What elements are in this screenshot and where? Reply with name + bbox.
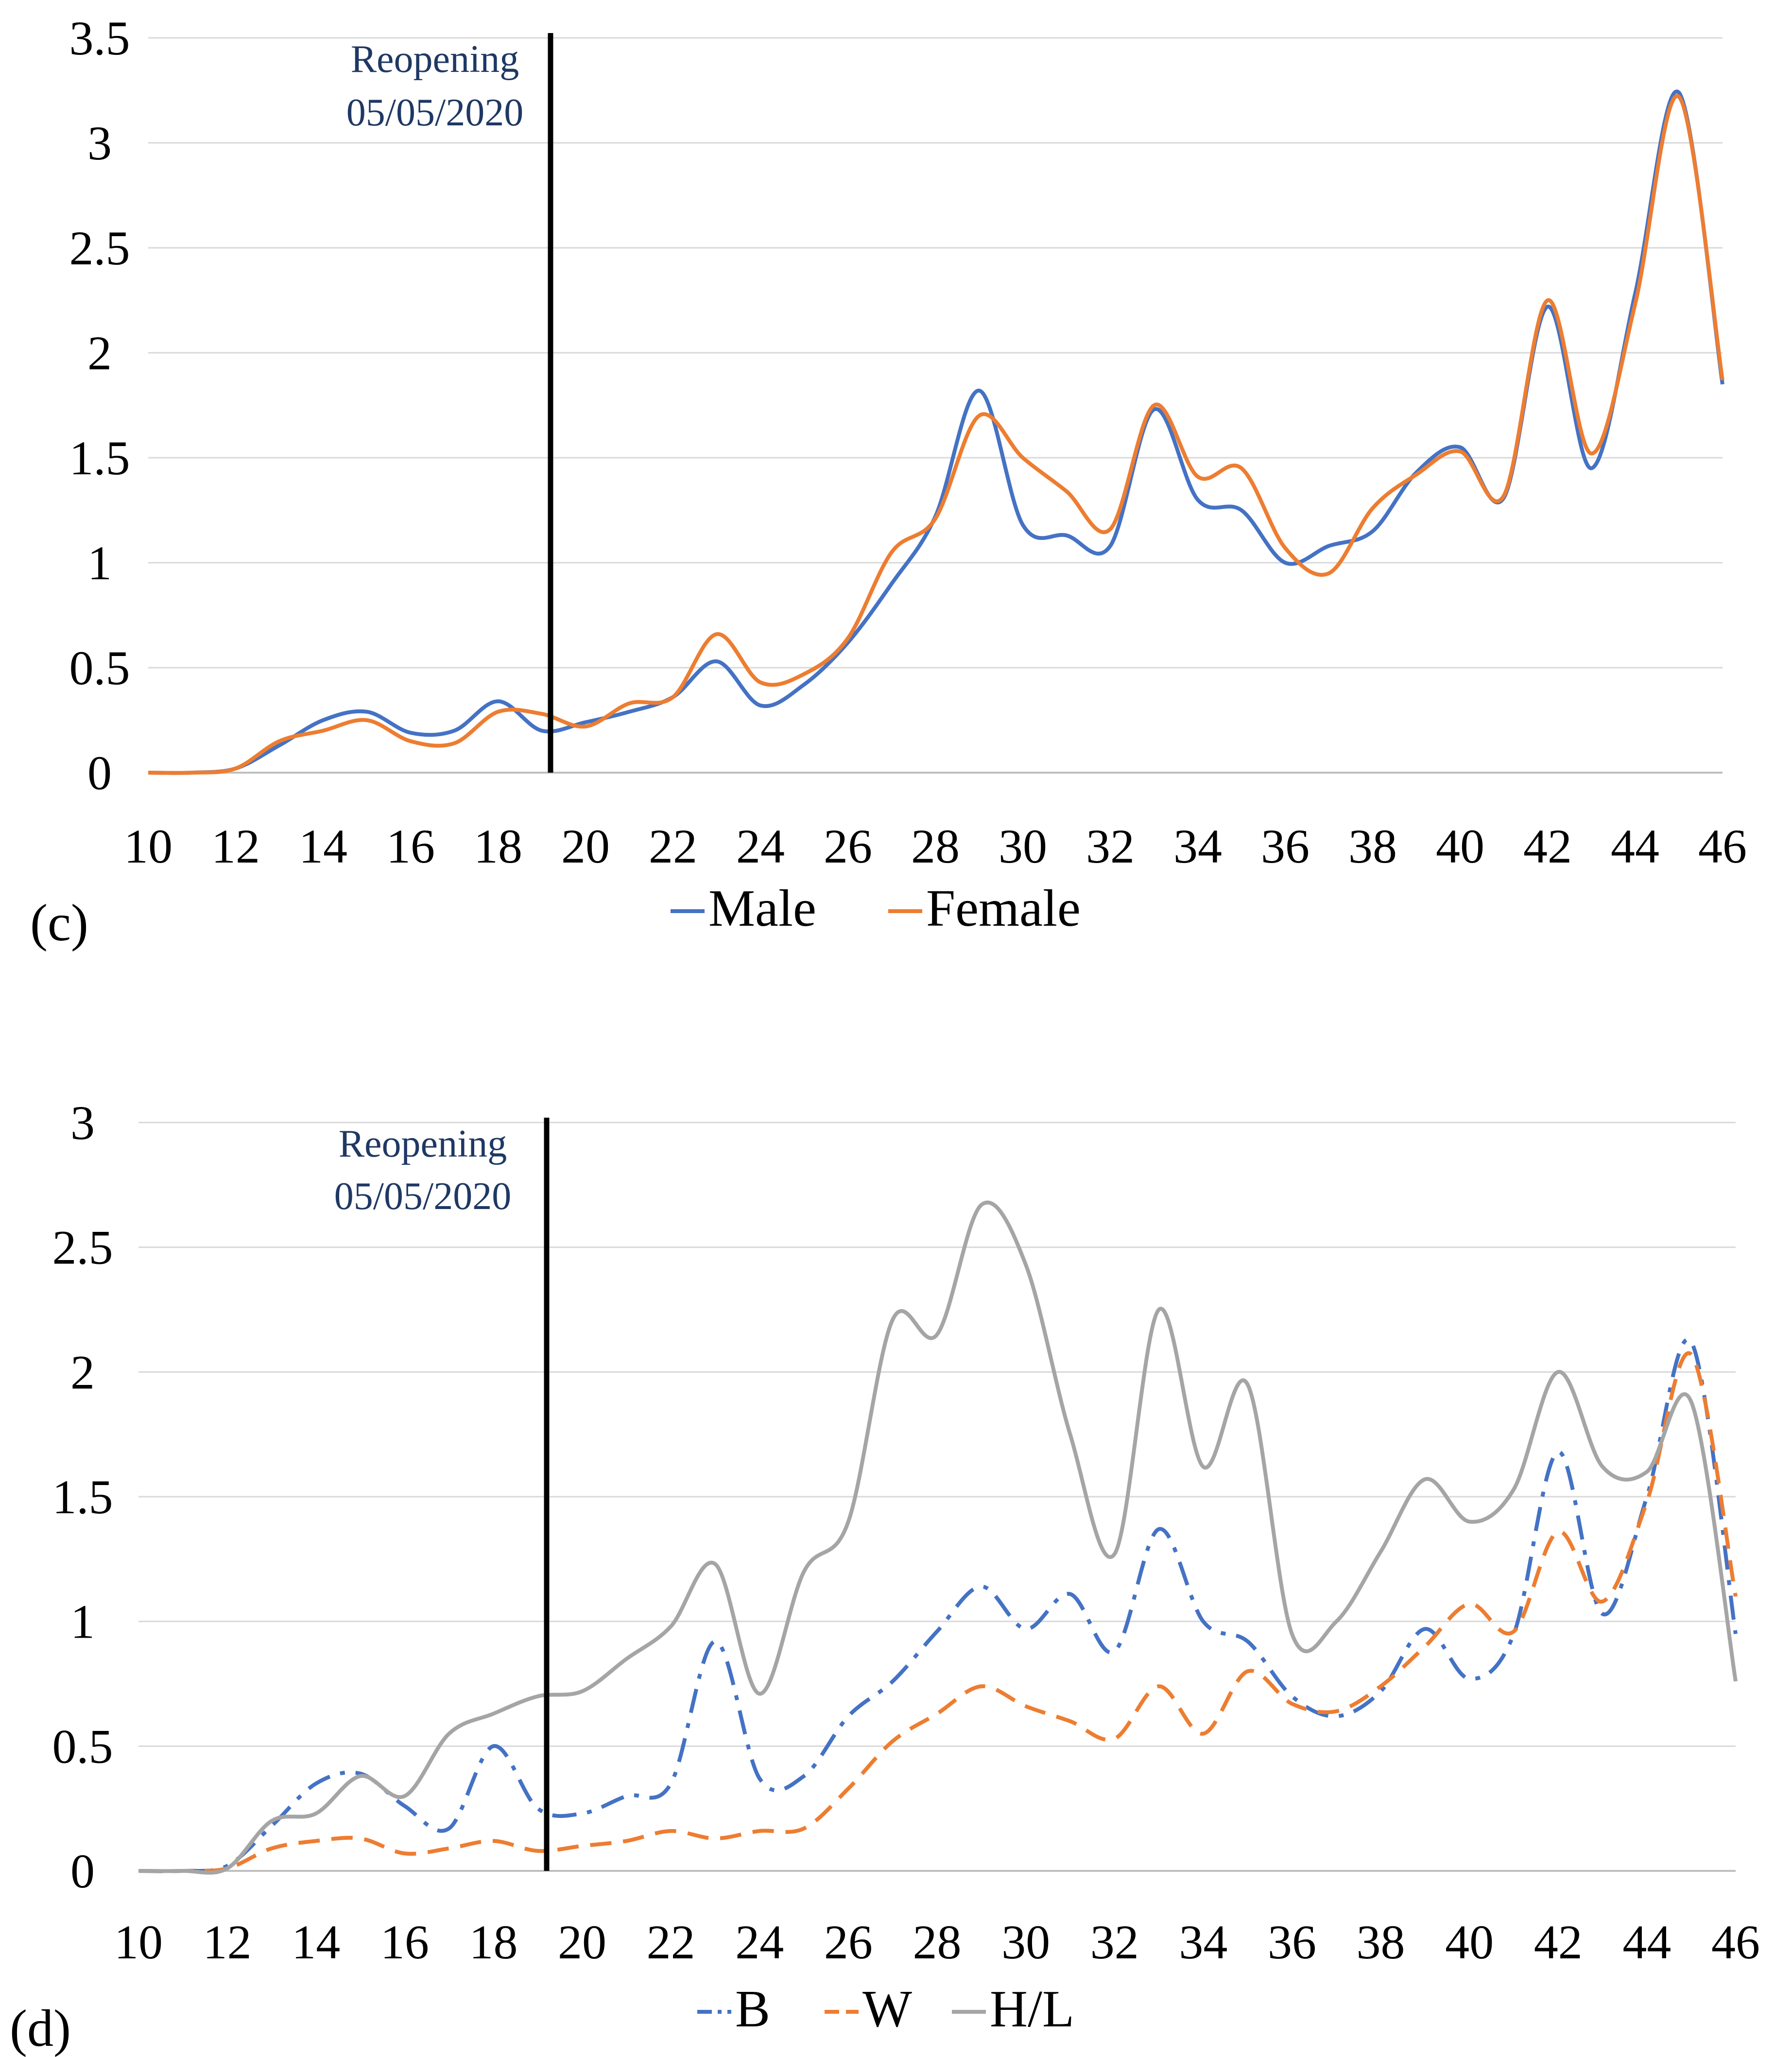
legend-label: Male bbox=[708, 880, 816, 937]
y-tick-label: 3 bbox=[87, 116, 112, 170]
annotation-label: Reopening bbox=[339, 1123, 507, 1165]
y-tick-label: 0.5 bbox=[52, 1719, 113, 1773]
annotation-label: Reopening bbox=[351, 38, 519, 81]
x-tick-label: 30 bbox=[999, 819, 1047, 873]
annotation-date: 05/05/2020 bbox=[346, 91, 523, 134]
x-tick-label: 40 bbox=[1436, 819, 1484, 873]
x-tick-label: 46 bbox=[1698, 819, 1747, 873]
x-tick-label: 16 bbox=[386, 819, 435, 873]
x-tick-label: 40 bbox=[1445, 1915, 1494, 1969]
y-tick-label: 2.5 bbox=[52, 1221, 113, 1275]
annotation-date: 05/05/2020 bbox=[334, 1175, 511, 1218]
y-tick-label: 1 bbox=[87, 536, 112, 590]
y-tick-label: 0 bbox=[70, 1844, 95, 1898]
x-tick-label: 44 bbox=[1611, 819, 1659, 873]
x-tick-label: 10 bbox=[124, 819, 172, 873]
series-line-female bbox=[148, 94, 1724, 775]
x-tick-label: 24 bbox=[735, 1915, 784, 1969]
x-tick-label: 36 bbox=[1268, 1915, 1316, 1969]
x-tick-label: 12 bbox=[211, 819, 260, 873]
x-tick-label: 38 bbox=[1357, 1915, 1405, 1969]
x-tick-label: 18 bbox=[469, 1915, 517, 1969]
y-tick-label: 2.5 bbox=[69, 221, 130, 275]
x-tick-label: 18 bbox=[474, 819, 522, 873]
x-tick-label: 42 bbox=[1534, 1915, 1583, 1969]
x-tick-label: 36 bbox=[1261, 819, 1310, 873]
x-tick-label: 26 bbox=[824, 819, 872, 873]
y-tick-label: 0 bbox=[87, 746, 112, 800]
chart-panel-d: 0 0.5 1 1.5 2 2.5 3 10 12 14 16 18 20 22 24 26 28 30 32 34 3… bbox=[10, 1096, 1760, 2057]
x-tick-label: 20 bbox=[558, 1915, 606, 1969]
x-tick-label: 38 bbox=[1348, 819, 1397, 873]
series-line-w bbox=[138, 1351, 1738, 1873]
x-tick-label: 22 bbox=[647, 1915, 695, 1969]
x-tick-label: 28 bbox=[911, 819, 960, 873]
y-tick-label: 3.5 bbox=[69, 11, 130, 65]
legend-label: W bbox=[862, 1980, 912, 2038]
x-tick-label: 26 bbox=[824, 1915, 873, 1969]
x-tick-label: 20 bbox=[561, 819, 610, 873]
panel-label: (c) bbox=[30, 894, 88, 952]
y-tick-label: 2 bbox=[70, 1345, 95, 1399]
panel-label: (d) bbox=[10, 2000, 71, 2057]
x-tick-label: 34 bbox=[1173, 819, 1222, 873]
y-tick-label: 1.5 bbox=[69, 431, 130, 485]
legend-label: H/L bbox=[990, 1980, 1074, 2038]
series-line-h-l bbox=[138, 1200, 1738, 1875]
legend-label: Female bbox=[926, 880, 1081, 937]
x-tick-label: 28 bbox=[913, 1915, 962, 1969]
y-tick-label: 1 bbox=[70, 1595, 95, 1649]
x-tick-label: 44 bbox=[1622, 1915, 1671, 1969]
y-tick-label: 1.5 bbox=[52, 1470, 113, 1524]
series-line-male bbox=[148, 89, 1724, 775]
x-tick-label: 32 bbox=[1086, 819, 1135, 873]
x-tick-label: 12 bbox=[203, 1915, 252, 1969]
legend-label: B bbox=[735, 1980, 770, 2038]
x-tick-label: 42 bbox=[1523, 819, 1572, 873]
chart-panel-c: 0 0.5 1 1.5 2 2.5 3 3.5 10 12 14 16 18 20 22 24 26 28 30 32… bbox=[30, 11, 1747, 952]
x-tick-label: 14 bbox=[292, 1915, 340, 1969]
y-tick-label: 2 bbox=[87, 326, 112, 380]
x-tick-label: 22 bbox=[649, 819, 697, 873]
y-tick-label: 0.5 bbox=[69, 641, 130, 695]
x-tick-label: 34 bbox=[1179, 1915, 1227, 1969]
x-tick-label: 14 bbox=[299, 819, 347, 873]
x-tick-label: 24 bbox=[736, 819, 785, 873]
x-tick-label: 32 bbox=[1090, 1915, 1139, 1969]
x-tick-label: 30 bbox=[1001, 1915, 1050, 1969]
y-tick-label: 3 bbox=[70, 1096, 95, 1150]
x-tick-label: 10 bbox=[114, 1915, 163, 1969]
x-tick-label: 16 bbox=[380, 1915, 429, 1969]
x-tick-label: 46 bbox=[1711, 1915, 1760, 1969]
series-line-b bbox=[138, 1337, 1738, 1873]
